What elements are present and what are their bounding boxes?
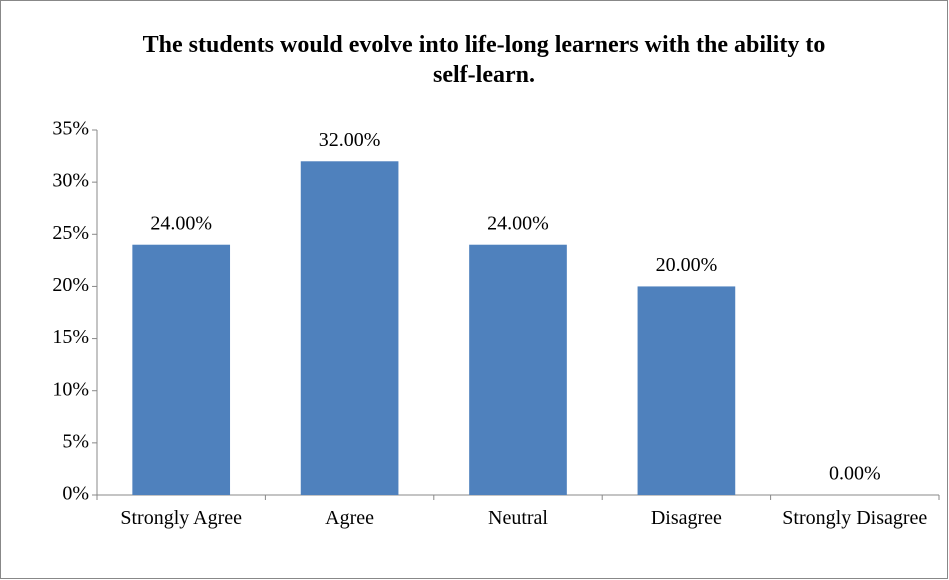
bar bbox=[637, 286, 736, 495]
y-tick-label: 20% bbox=[52, 274, 89, 296]
data-label: 32.00% bbox=[319, 129, 381, 151]
bar bbox=[469, 244, 567, 495]
bar bbox=[300, 161, 399, 496]
y-tick-label: 10% bbox=[52, 378, 89, 400]
bar bbox=[132, 244, 231, 495]
y-tick-label: 35% bbox=[52, 118, 89, 140]
y-tick-label: 15% bbox=[52, 326, 89, 348]
x-tick-label: Neutral bbox=[488, 507, 548, 529]
x-tick-label: Disagree bbox=[650, 507, 722, 529]
data-label: 0.00% bbox=[829, 463, 881, 485]
x-tick-label: Strongly Disagree bbox=[782, 507, 928, 529]
y-tick-label: 25% bbox=[52, 222, 89, 244]
data-label: 24.00% bbox=[150, 212, 212, 234]
data-label: 20.00% bbox=[656, 254, 718, 276]
x-tick-label: Agree bbox=[325, 507, 375, 529]
x-tick-label: Strongly Agree bbox=[120, 507, 243, 529]
y-tick-label: 5% bbox=[62, 430, 89, 452]
data-label: 24.00% bbox=[487, 212, 549, 234]
y-tick-label: 0% bbox=[62, 483, 89, 505]
y-tick-label: 30% bbox=[52, 170, 89, 192]
chart-title: The students would evolve into life-long… bbox=[142, 32, 826, 88]
